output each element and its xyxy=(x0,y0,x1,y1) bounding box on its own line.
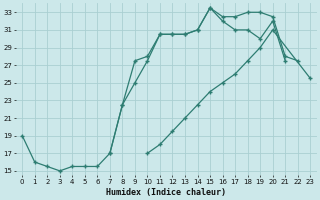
X-axis label: Humidex (Indice chaleur): Humidex (Indice chaleur) xyxy=(106,188,226,197)
